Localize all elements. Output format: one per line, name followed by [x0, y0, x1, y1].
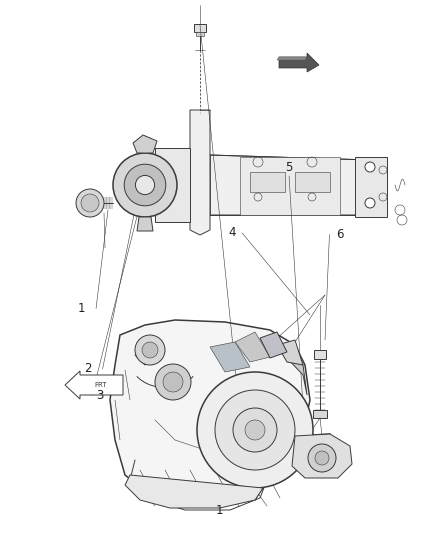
Polygon shape	[287, 352, 307, 395]
Bar	[194, 24, 206, 32]
Circle shape	[163, 372, 183, 392]
Circle shape	[315, 451, 329, 465]
Bar	[355, 157, 387, 217]
Polygon shape	[125, 475, 263, 508]
Circle shape	[233, 408, 277, 452]
Text: 2: 2	[84, 362, 92, 375]
Polygon shape	[133, 135, 157, 153]
Circle shape	[135, 335, 165, 365]
Bar	[240, 157, 340, 215]
Circle shape	[124, 164, 166, 206]
Polygon shape	[235, 332, 270, 362]
Bar	[196, 32, 204, 36]
Circle shape	[365, 198, 375, 208]
Text: 1: 1	[77, 302, 85, 315]
Polygon shape	[292, 434, 352, 478]
Circle shape	[308, 444, 336, 472]
Text: 1: 1	[215, 504, 223, 517]
Circle shape	[215, 390, 295, 470]
Bar	[314, 350, 326, 359]
Polygon shape	[210, 155, 385, 215]
Circle shape	[135, 175, 155, 195]
Polygon shape	[277, 340, 303, 365]
Polygon shape	[110, 320, 310, 505]
Polygon shape	[65, 371, 123, 399]
Bar	[295, 172, 330, 192]
Text: 5: 5	[286, 161, 293, 174]
Circle shape	[142, 342, 158, 358]
Polygon shape	[137, 217, 153, 231]
Circle shape	[365, 162, 375, 172]
Circle shape	[197, 372, 313, 488]
Text: 4: 4	[228, 227, 236, 239]
Polygon shape	[277, 57, 307, 60]
Circle shape	[113, 153, 177, 217]
Polygon shape	[279, 53, 319, 72]
Circle shape	[155, 364, 191, 400]
Polygon shape	[210, 342, 250, 372]
Text: 3: 3	[96, 389, 103, 402]
Polygon shape	[190, 110, 210, 235]
Text: 6: 6	[336, 228, 343, 241]
Text: FRT: FRT	[95, 382, 107, 388]
Polygon shape	[260, 332, 287, 358]
Bar	[313, 410, 327, 418]
Circle shape	[76, 189, 104, 217]
Circle shape	[81, 194, 99, 212]
Circle shape	[245, 420, 265, 440]
Polygon shape	[155, 148, 190, 222]
Bar	[250, 172, 285, 192]
